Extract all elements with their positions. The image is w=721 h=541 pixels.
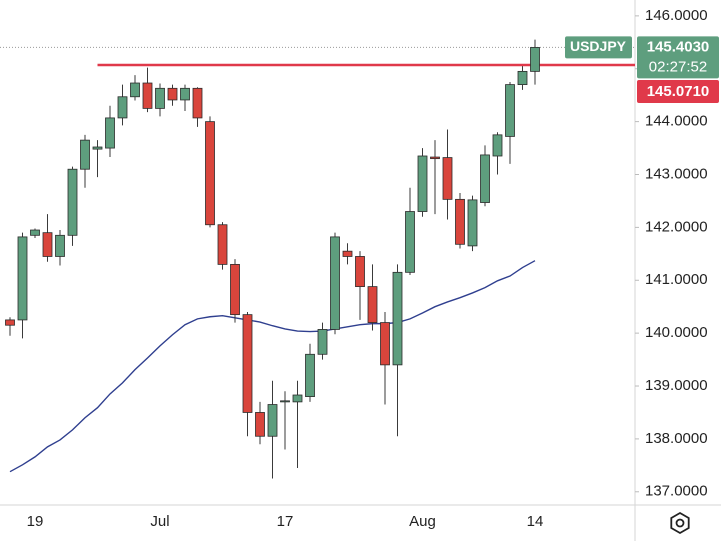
candle-body [517,70,528,86]
x-tick-label: 14 [527,513,544,530]
candle-body [67,168,78,236]
symbol-label: USDJPY [570,38,627,54]
candle-body [392,271,403,366]
candle-body [355,256,365,288]
y-tick-label: 137.0000 [645,483,708,500]
candle-body [180,87,190,101]
candle-body [217,224,228,265]
candle-body [17,236,28,321]
candle-body [430,156,440,160]
candle-body [442,157,453,200]
candle-body [505,84,515,137]
candle-body [530,47,540,72]
candle-body [155,87,165,109]
candle-body [267,404,278,437]
y-tick-label: 139.0000 [645,377,708,394]
candle-body [467,199,478,247]
countdown-label: 02:27:52 [649,58,707,75]
candle-body [480,154,490,203]
moving-average-line [9,260,536,473]
candle-body [105,117,115,149]
candle-body [80,139,90,170]
symbol-tag [565,36,632,59]
candle-body [255,412,265,437]
candle-body [280,400,290,403]
candle-body [130,82,140,98]
candle-body [317,329,328,355]
last-price-label: 145.4030 [647,38,710,55]
candle-body [367,286,378,323]
resistance-label: 145.0710 [647,83,710,100]
x-tick-label: 19 [27,513,44,530]
candle-body [117,96,128,119]
y-tick-label: 140.0000 [645,324,708,341]
x-tick-label: Jul [150,513,169,530]
y-tick-label: 142.0000 [645,218,708,235]
candle-body [305,353,315,397]
candle-body [5,319,15,326]
candle-body [55,234,65,257]
candle-body [292,394,303,403]
y-tick-label: 144.0000 [645,113,708,130]
candle-body [142,82,153,109]
settings-dot[interactable] [675,518,685,528]
y-tick-label: 138.0000 [645,430,708,447]
candle-body [30,229,40,236]
candle-body [380,322,390,366]
candle-body [342,250,353,257]
candle-body [405,211,415,273]
resistance-tag [637,79,719,103]
settings-icon[interactable] [670,511,690,535]
candle-body [230,263,240,316]
x-tick-label: 17 [277,513,294,530]
candle-body [92,146,103,150]
y-tick-label: 141.0000 [645,271,708,288]
x-tick-label: Aug [409,513,436,530]
candle-body [205,121,215,226]
y-tick-label: 143.0000 [645,165,708,182]
candle-body [242,314,253,413]
candle-body [455,198,465,245]
last-price-tag [637,36,719,79]
candle-body [330,236,340,330]
settings-hexagon[interactable] [670,511,690,535]
candle-body [492,134,503,157]
candle-body [167,87,178,101]
candle-body [192,87,203,119]
candle-body [417,155,428,212]
candle-body [42,232,53,257]
y-tick-label: 146.0000 [645,7,708,24]
